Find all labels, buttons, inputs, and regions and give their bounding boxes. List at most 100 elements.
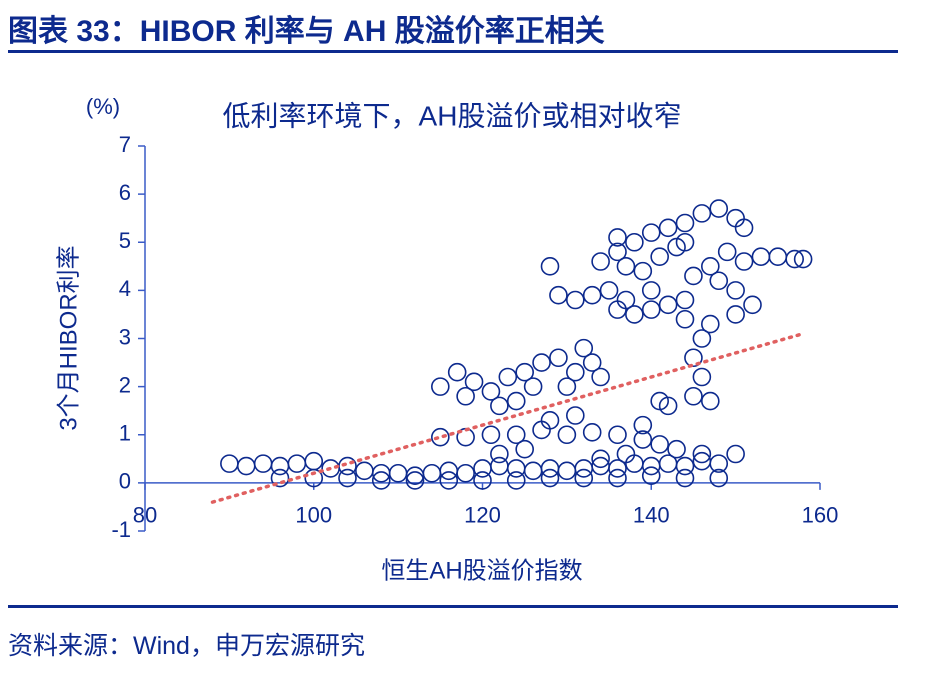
y-tick-label: 2 (119, 372, 131, 397)
y-tick-label: 4 (119, 276, 131, 301)
point (566, 290, 585, 310)
point (490, 444, 509, 464)
point (675, 213, 695, 233)
point (633, 261, 653, 281)
point (692, 451, 712, 471)
point (608, 468, 627, 488)
point (591, 456, 610, 476)
point (743, 295, 762, 315)
point (667, 439, 686, 459)
rule (8, 605, 898, 608)
point (270, 468, 290, 488)
point (422, 463, 442, 483)
y-tick-label: 5 (119, 228, 131, 253)
point (768, 247, 788, 266)
point (523, 461, 543, 481)
point (236, 456, 256, 476)
x-tick-label: 100 (295, 503, 332, 528)
point (591, 252, 610, 271)
point (785, 249, 804, 269)
point (684, 348, 703, 368)
point (658, 396, 678, 416)
point (726, 444, 745, 464)
y-tick-label: -1 (111, 517, 131, 542)
source-note: 资料来源：Wind，申万宏源研究 (8, 632, 365, 660)
point (549, 285, 568, 305)
point (532, 353, 551, 372)
point (608, 300, 627, 319)
point (506, 425, 526, 445)
y-axis-label: 3个月HIBOR利率 (55, 245, 82, 430)
point (481, 425, 501, 445)
point (726, 305, 745, 324)
point (439, 461, 459, 481)
point (641, 300, 661, 319)
point (709, 199, 729, 218)
point (675, 290, 695, 310)
point (439, 471, 459, 490)
point (574, 459, 594, 478)
point (557, 461, 577, 481)
point (566, 362, 585, 382)
point (338, 468, 357, 488)
point (549, 348, 568, 368)
point (625, 232, 644, 252)
point (675, 309, 695, 329)
point (616, 444, 636, 464)
point (523, 377, 543, 396)
point (751, 247, 771, 266)
point (481, 382, 501, 401)
point (675, 468, 695, 488)
y-tick-label: 1 (119, 421, 131, 446)
point (574, 338, 594, 358)
point (355, 461, 374, 481)
y-unit: (%) (86, 94, 120, 119)
point (371, 463, 391, 483)
point (540, 411, 560, 430)
rule (8, 50, 898, 53)
x-axis-label: 恒生AH股溢价指数 (381, 557, 582, 584)
y-tick-label: 0 (119, 469, 131, 494)
x-tick-label: 120 (464, 503, 501, 528)
point (506, 471, 526, 490)
point (220, 454, 239, 473)
point (709, 454, 729, 473)
y-tick-label: 3 (119, 324, 131, 349)
point (608, 459, 627, 478)
point (734, 252, 754, 271)
chart: -1 0 1 2 3 4 5 6 7 80 100 120 140 160 低利率环境下，AH股溢价或相对收… (55, 94, 839, 585)
point (388, 463, 408, 483)
point (582, 353, 602, 372)
point (616, 257, 636, 276)
point (566, 406, 585, 425)
point (431, 427, 450, 447)
point (658, 295, 678, 315)
point (692, 367, 712, 387)
point (633, 430, 653, 449)
point (701, 391, 720, 411)
point (582, 285, 602, 305)
point (625, 305, 644, 324)
point (608, 242, 627, 262)
point (287, 454, 307, 473)
point (456, 386, 475, 406)
point (304, 468, 324, 488)
point (540, 459, 560, 478)
point (557, 377, 577, 396)
point (641, 223, 661, 242)
point (591, 449, 610, 469)
point (641, 456, 661, 476)
point (709, 271, 729, 291)
x-tick-label: 160 (802, 503, 839, 528)
point (608, 228, 627, 247)
subtitle: 低利率环境下，AH股溢价或相对收窄 (223, 100, 682, 131)
point (498, 367, 518, 387)
point (456, 463, 475, 483)
point (304, 451, 324, 471)
point (515, 362, 534, 382)
point (582, 423, 602, 442)
point (675, 232, 695, 252)
point (734, 218, 754, 238)
point (658, 218, 678, 238)
